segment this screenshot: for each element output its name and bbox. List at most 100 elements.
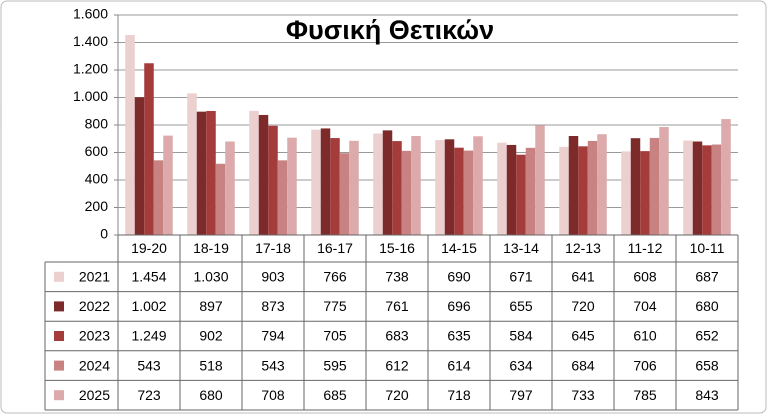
table-value: 652 <box>695 328 719 344</box>
legend-label: 2023 <box>79 328 110 344</box>
bar <box>339 153 350 235</box>
table-value: 794 <box>261 328 285 344</box>
table-value: 903 <box>261 269 285 285</box>
bar <box>311 129 321 235</box>
table-value: 684 <box>571 357 595 373</box>
table-value: 635 <box>447 328 471 344</box>
bar <box>578 146 588 235</box>
bar <box>721 119 731 235</box>
x-tick-label: 12-13 <box>565 240 601 256</box>
table-value: 766 <box>323 269 347 285</box>
table-value: 873 <box>261 298 285 314</box>
bar <box>349 140 359 235</box>
bar <box>692 141 703 235</box>
y-tick-label: 400 <box>85 171 109 187</box>
x-tick-label: 11-12 <box>628 240 663 256</box>
bar <box>187 93 197 235</box>
bar <box>330 138 340 235</box>
bar <box>454 147 464 235</box>
bar <box>382 130 393 235</box>
table-value: 902 <box>199 328 223 344</box>
bar <box>125 35 135 236</box>
y-tick-label: 1.600 <box>73 6 108 22</box>
bar <box>630 138 641 235</box>
legend-swatch <box>54 271 64 282</box>
bar <box>163 135 173 235</box>
bar <box>516 154 526 235</box>
table-value: 687 <box>695 269 719 285</box>
table-value: 738 <box>385 269 409 285</box>
bar <box>444 139 455 235</box>
table-value: 775 <box>323 298 347 314</box>
x-tick-label: 14-15 <box>441 240 477 256</box>
bar <box>411 136 421 235</box>
table-value: 683 <box>385 328 409 344</box>
legend-label: 2022 <box>79 298 110 314</box>
legend-swatch <box>54 331 64 341</box>
bar <box>659 127 669 235</box>
table-value: 718 <box>447 387 471 403</box>
table-value: 655 <box>509 298 533 314</box>
y-tick-label: 0 <box>100 226 108 242</box>
bar <box>649 137 660 235</box>
legend-label: 2025 <box>79 387 110 403</box>
bar <box>497 142 507 235</box>
bar <box>435 140 445 235</box>
bar <box>463 150 474 235</box>
table-value: 671 <box>509 269 533 285</box>
bar <box>401 150 412 235</box>
x-tick-label: 16-17 <box>317 240 353 256</box>
y-tick-label: 800 <box>85 116 109 132</box>
table-value: 708 <box>261 387 285 403</box>
bar <box>559 146 569 235</box>
bar <box>215 163 226 235</box>
bar <box>506 144 517 235</box>
x-tick-label: 10-11 <box>690 240 725 256</box>
bar <box>621 151 631 235</box>
table-value: 843 <box>695 387 719 403</box>
table-value: 584 <box>509 328 533 344</box>
table-value: 723 <box>137 387 161 403</box>
table-value: 641 <box>571 269 595 285</box>
table-value: 1.030 <box>193 269 228 285</box>
bar <box>535 125 545 235</box>
bar <box>258 114 269 235</box>
table-value: 785 <box>633 387 657 403</box>
table-value: 706 <box>633 357 657 373</box>
x-tick-label: 19-20 <box>131 240 167 256</box>
table-value: 518 <box>199 357 223 373</box>
bar <box>225 141 235 235</box>
bar <box>287 137 297 235</box>
legend-swatch <box>54 390 64 401</box>
bar <box>525 147 536 235</box>
y-tick-label: 1.400 <box>73 33 108 49</box>
bar <box>597 134 607 235</box>
bar <box>206 110 216 235</box>
legend-swatch <box>54 301 64 312</box>
bar <box>373 133 383 235</box>
y-tick-label: 1.200 <box>73 61 108 77</box>
chart-title: Φυσική Θετικών <box>286 15 494 45</box>
bar <box>392 141 402 235</box>
table-value: 658 <box>695 357 719 373</box>
table-value: 680 <box>199 387 223 403</box>
table-value: 1.454 <box>131 269 166 285</box>
y-tick-label: 200 <box>85 198 109 214</box>
table-value: 797 <box>509 387 533 403</box>
bar <box>568 136 579 235</box>
x-tick-label: 15-16 <box>379 240 415 256</box>
table-value: 645 <box>571 328 595 344</box>
legend-label: 2024 <box>79 357 110 373</box>
table-value: 634 <box>509 357 533 373</box>
bar <box>144 63 154 236</box>
table-value: 733 <box>571 387 595 403</box>
bar <box>711 144 722 235</box>
table-value: 1.002 <box>131 298 166 314</box>
table-value: 720 <box>571 298 595 314</box>
bar <box>277 160 288 235</box>
table-value: 680 <box>695 298 719 314</box>
table-value: 685 <box>323 387 347 403</box>
bar <box>196 111 207 235</box>
table-value: 761 <box>385 298 409 314</box>
